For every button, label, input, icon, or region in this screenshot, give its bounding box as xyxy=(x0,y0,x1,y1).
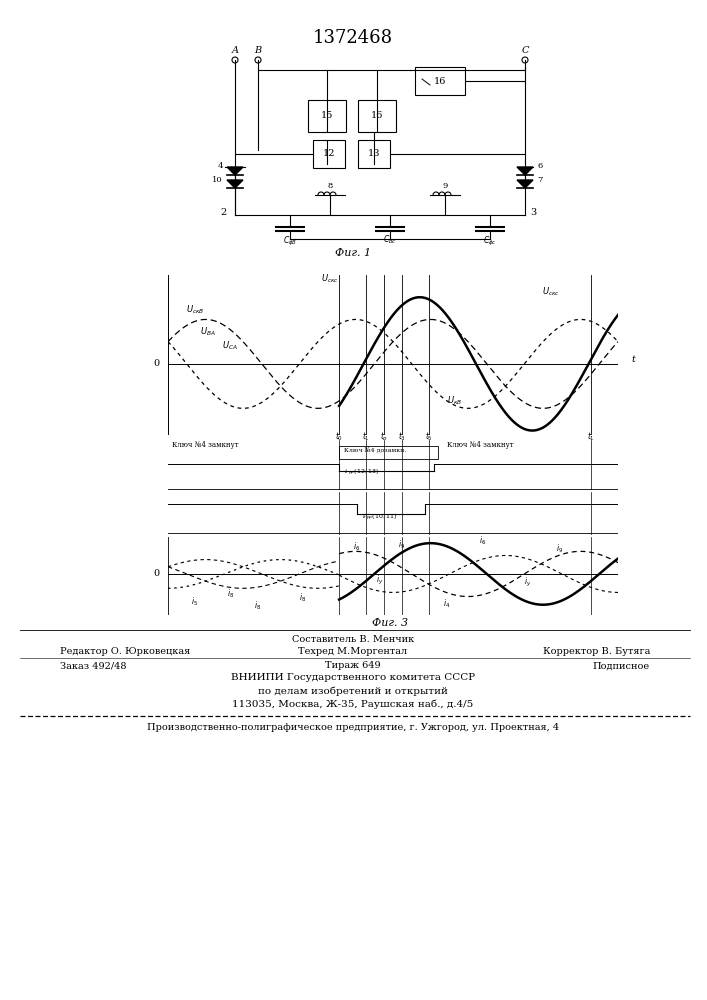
Text: $U_{c\kappa B}$: $U_{c\kappa B}$ xyxy=(186,304,204,316)
Polygon shape xyxy=(227,180,243,188)
Text: $t_1$: $t_1$ xyxy=(587,431,595,443)
Text: $U_{c\kappa c}$: $U_{c\kappa c}$ xyxy=(321,273,339,285)
Text: 16: 16 xyxy=(370,111,383,120)
Text: 9: 9 xyxy=(443,182,448,190)
Polygon shape xyxy=(517,167,533,175)
Text: 16: 16 xyxy=(434,77,446,86)
Text: $C_{\phi c}$: $C_{\phi c}$ xyxy=(483,234,497,247)
Text: Производственно-полиграфическое предприятие, г. Ужгород, ул. Проектная, 4: Производственно-полиграфическое предприя… xyxy=(147,724,559,732)
Text: 0: 0 xyxy=(153,569,159,578)
Text: 15: 15 xyxy=(321,111,333,120)
Text: t: t xyxy=(631,355,636,364)
Text: 2: 2 xyxy=(221,208,227,217)
Text: $i_{гpр}(12,13)$: $i_{гpр}(12,13)$ xyxy=(344,468,379,478)
Text: ВНИИПИ Государственного комитета СССР: ВНИИПИ Государственного комитета СССР xyxy=(231,674,475,682)
Text: 13: 13 xyxy=(368,149,380,158)
Text: 4: 4 xyxy=(218,162,223,170)
Text: $U_{c\kappa c}$: $U_{c\kappa c}$ xyxy=(542,286,559,298)
Text: по делам изобретений и открытий: по делам изобретений и открытий xyxy=(258,686,448,696)
Text: $i_9$: $i_9$ xyxy=(399,538,406,551)
Polygon shape xyxy=(517,180,533,188)
Text: $i_8$: $i_8$ xyxy=(300,592,307,604)
Text: Ключ №4 замкнут: Ключ №4 замкнут xyxy=(173,441,239,449)
Text: $i_{гpр}(10,11)$: $i_{гpр}(10,11)$ xyxy=(361,512,397,523)
Text: Редактор О. Юрковецкая: Редактор О. Юрковецкая xyxy=(60,647,190,656)
Text: B: B xyxy=(255,46,262,55)
Text: $t_p$: $t_p$ xyxy=(380,431,388,444)
Text: $i_5$: $i_5$ xyxy=(192,596,199,608)
Text: Составитель В. Менчик: Составитель В. Менчик xyxy=(292,636,414,645)
Text: $i_y$: $i_y$ xyxy=(525,576,532,589)
Text: Корректор В. Бутяга: Корректор В. Бутяга xyxy=(543,647,650,656)
Text: 7: 7 xyxy=(537,176,542,184)
Text: 10: 10 xyxy=(212,176,223,184)
Text: $t_0$: $t_0$ xyxy=(335,431,343,443)
Polygon shape xyxy=(227,167,243,175)
Text: 113035, Москва, Ж-35, Раушская наб., д.4/5: 113035, Москва, Ж-35, Раушская наб., д.4… xyxy=(233,699,474,709)
Text: $U_{CA}$: $U_{CA}$ xyxy=(222,339,238,352)
Text: Ключ №4 дозамкн.: Ключ №4 дозамкн. xyxy=(344,448,406,453)
Text: $C_{Bc}$: $C_{Bc}$ xyxy=(383,234,397,246)
Text: $i_6$: $i_6$ xyxy=(479,534,486,547)
Bar xyxy=(339,446,438,459)
Text: Фиг. 3: Фиг. 3 xyxy=(372,618,408,628)
Text: $t_3$: $t_3$ xyxy=(398,431,406,443)
Text: C: C xyxy=(521,46,529,55)
Bar xyxy=(308,100,346,132)
Text: 3: 3 xyxy=(530,208,536,217)
Bar xyxy=(358,100,396,132)
Text: 0: 0 xyxy=(153,359,159,368)
Text: 12: 12 xyxy=(323,149,335,158)
Text: Подписное: Подписное xyxy=(593,662,650,670)
Text: 6: 6 xyxy=(537,162,542,170)
Text: $t_5$: $t_5$ xyxy=(425,431,433,443)
Text: Ключ №4 замкнут: Ключ №4 замкнут xyxy=(447,441,513,449)
Bar xyxy=(358,140,390,168)
Text: Техред М.Моргентал: Техред М.Моргентал xyxy=(298,647,407,656)
Text: Заказ 492/48: Заказ 492/48 xyxy=(60,662,127,670)
Text: $C_{\phi B}$: $C_{\phi B}$ xyxy=(283,234,297,247)
Text: $i_6$: $i_6$ xyxy=(354,540,361,553)
Text: $t_1$: $t_1$ xyxy=(362,431,370,443)
Text: $i_y$: $i_y$ xyxy=(376,574,383,587)
Text: $U_{BA}$: $U_{BA}$ xyxy=(199,326,215,338)
Text: $i_8$: $i_8$ xyxy=(255,600,262,612)
Text: 1372468: 1372468 xyxy=(313,29,393,47)
Text: $U_{\kappa B}$: $U_{\kappa B}$ xyxy=(447,395,462,407)
Text: $i_8$: $i_8$ xyxy=(228,588,235,600)
Text: 8: 8 xyxy=(327,182,333,190)
Bar xyxy=(415,67,465,95)
Text: Тираж 649: Тираж 649 xyxy=(325,662,381,670)
Text: $i_4$: $i_4$ xyxy=(443,598,450,610)
Text: A: A xyxy=(231,46,238,55)
Bar xyxy=(313,140,345,168)
Text: $i_9$: $i_9$ xyxy=(556,542,563,555)
Text: Фиг. 1: Фиг. 1 xyxy=(335,248,371,258)
